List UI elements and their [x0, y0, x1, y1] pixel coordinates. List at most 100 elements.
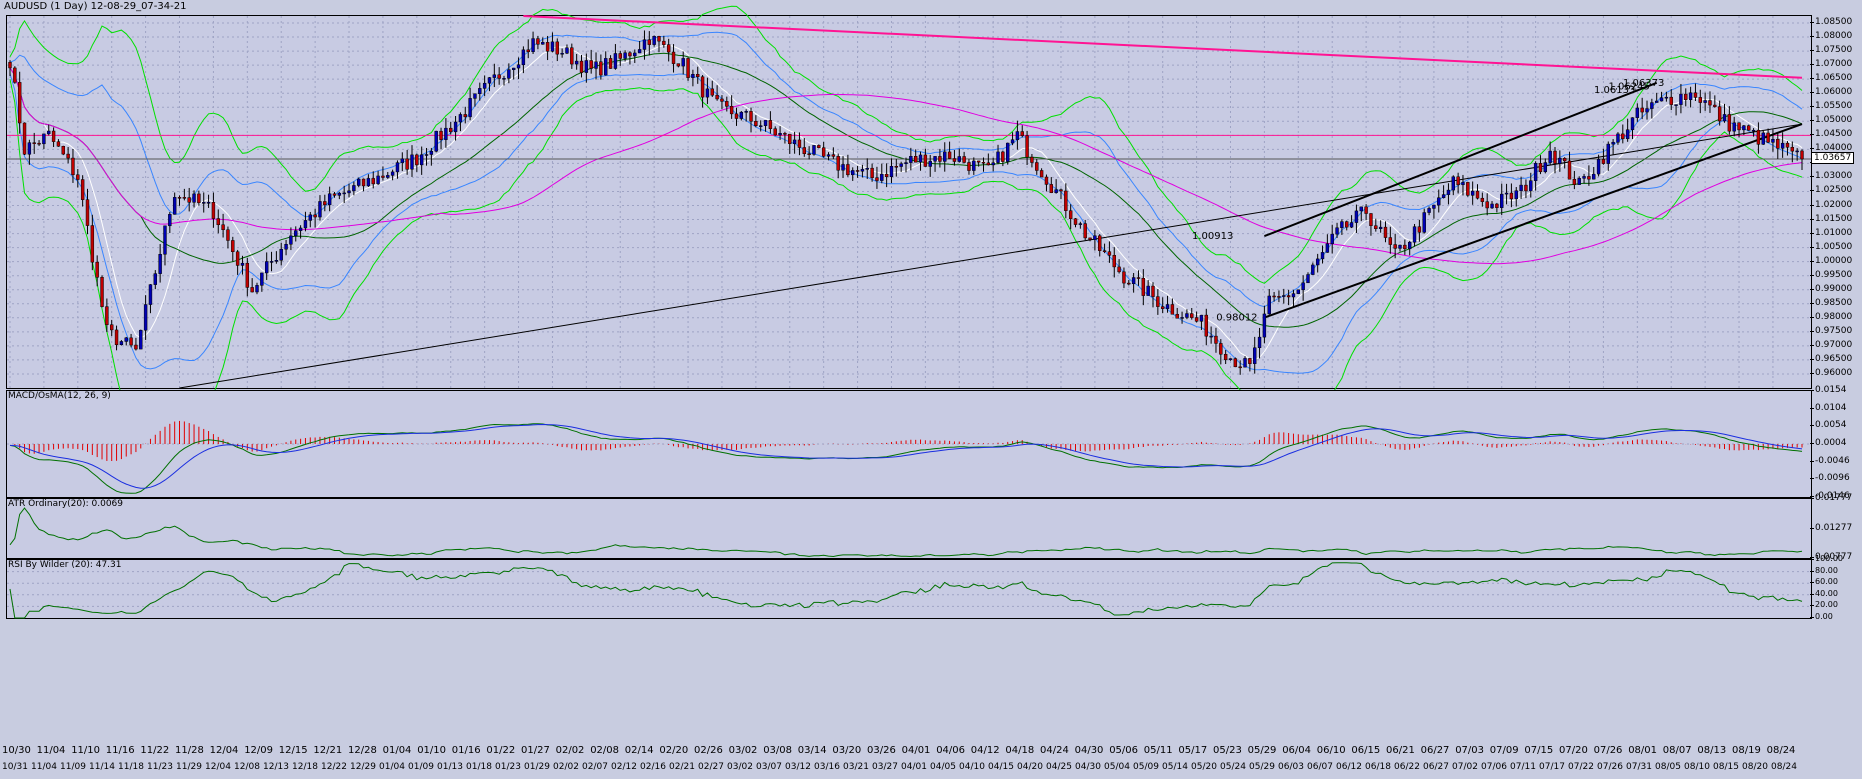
candle-body: [560, 52, 564, 55]
candle-body: [129, 337, 133, 346]
candle-body: [61, 146, 65, 155]
rsi-tick-label: 0.00: [1810, 612, 1833, 621]
candle-body: [240, 262, 245, 266]
x-tick-label: 11/10: [71, 745, 101, 756]
x-tick-label: 07/26: [1593, 745, 1623, 756]
candle-body: [778, 133, 782, 136]
candle-body: [952, 158, 957, 162]
x-tick-label: 08/01: [1628, 745, 1658, 756]
candle-body: [1427, 208, 1431, 213]
candle-body: [37, 142, 41, 145]
candle-body: [1311, 264, 1315, 275]
candle-body: [1684, 93, 1688, 100]
candle-body: [168, 214, 172, 227]
candle-body: [1044, 176, 1049, 185]
ma-fast-line: [9, 44, 1803, 361]
candle-body: [729, 106, 734, 115]
candle-body: [536, 38, 540, 45]
rsi-pane[interactable]: RSI By Wilder (20): 47.31: [6, 559, 1812, 619]
candle-body: [1679, 93, 1683, 105]
candle-body: [95, 261, 99, 278]
candle-body: [880, 173, 884, 181]
candle-body: [1475, 190, 1480, 199]
x-tick-label-secondary: 01/04: [379, 762, 405, 772]
x-tick-label-secondary: 12/08: [234, 762, 260, 772]
candle-body: [1262, 313, 1267, 338]
candle-body: [1717, 106, 1722, 122]
candle-body: [1345, 221, 1349, 228]
candle-body: [390, 171, 395, 176]
candle-body: [71, 157, 75, 176]
candle-body: [1248, 358, 1252, 364]
candle-body: [1354, 210, 1359, 223]
candle-body: [1136, 277, 1141, 279]
macd-tick-label: -0.0146: [1810, 491, 1850, 501]
candle-body: [686, 58, 690, 78]
candle-body: [773, 128, 777, 136]
candle-body: [153, 273, 158, 285]
candle-body: [192, 193, 196, 203]
price-pane[interactable]: 1.00913 0.98012 1.06133 1.06245 1.06373: [6, 5, 1812, 446]
macd-tick-label: -0.0096: [1810, 473, 1850, 484]
candle-body: [904, 162, 908, 165]
candle-body: [991, 162, 995, 166]
ma-slow-line: [9, 67, 1803, 265]
x-tick-label-secondary: 12/13: [263, 762, 289, 772]
candle-body: [1587, 176, 1591, 180]
candle-body: [1456, 176, 1460, 186]
bollinger-lower-outer: [9, 79, 1803, 446]
y-tick-label: 1.06500: [1809, 73, 1853, 84]
candle-body: [1432, 204, 1436, 209]
x-tick-label-secondary: 02/21: [669, 762, 695, 772]
candle-body: [163, 225, 167, 255]
candle-body: [1519, 184, 1523, 191]
candle-body: [1127, 282, 1131, 285]
candle-body: [1606, 143, 1610, 164]
candle-body: [1669, 96, 1673, 105]
candle-body: [1795, 150, 1799, 153]
candle-body: [1437, 197, 1441, 206]
candle-body: [623, 52, 627, 59]
candle-body: [541, 42, 545, 45]
candle-body: [1035, 162, 1039, 171]
candle-body: [342, 192, 346, 195]
candle-body: [957, 156, 961, 162]
candle-body: [1548, 150, 1552, 163]
candle-body: [1277, 296, 1281, 298]
channel-upper-trendline: [1264, 81, 1658, 238]
candle-body: [1504, 192, 1509, 195]
candle-body: [1601, 159, 1606, 164]
x-tick-label-secondary: 04/10: [959, 762, 985, 772]
candle-body: [700, 76, 705, 98]
candle-body: [1039, 170, 1044, 178]
atr-chart-svg: [9, 507, 1803, 558]
candle-body: [1102, 250, 1107, 252]
candle-body: [938, 156, 942, 162]
candle-body: [1417, 226, 1422, 233]
candle-body: [323, 201, 327, 206]
candle-body: [1509, 192, 1514, 200]
candle-body: [352, 185, 356, 192]
candle-body: [1112, 255, 1116, 268]
candle-body: [1194, 317, 1199, 322]
x-tick-label-secondary: 05/29: [1249, 762, 1275, 772]
y-tick-label: 0.96000: [1809, 367, 1853, 378]
x-tick-label-secondary: 04/05: [930, 762, 956, 772]
candle-body: [1306, 274, 1310, 284]
x-tick-label: 12/04: [209, 745, 239, 756]
x-tick-label-secondary: 08/24: [1771, 762, 1797, 772]
x-tick-label: 06/15: [1351, 745, 1381, 756]
atr-pane[interactable]: ATR Ordinary(20): 0.0069: [6, 498, 1812, 559]
candle-body: [274, 260, 279, 262]
macd-pane[interactable]: MACD/OsMA(12, 26, 9): [6, 390, 1812, 498]
x-tick-label-secondary: 02/12: [611, 762, 637, 772]
candle-body: [511, 67, 516, 70]
candle-body: [1742, 125, 1746, 131]
candle-body: [32, 142, 36, 144]
candle-body: [584, 60, 589, 73]
candle-body: [812, 145, 816, 155]
candle-body: [1253, 347, 1257, 364]
candle-body: [415, 154, 419, 166]
macd-tick-label: 0.0104: [1810, 402, 1847, 413]
x-tick-label: 03/02: [728, 745, 758, 756]
